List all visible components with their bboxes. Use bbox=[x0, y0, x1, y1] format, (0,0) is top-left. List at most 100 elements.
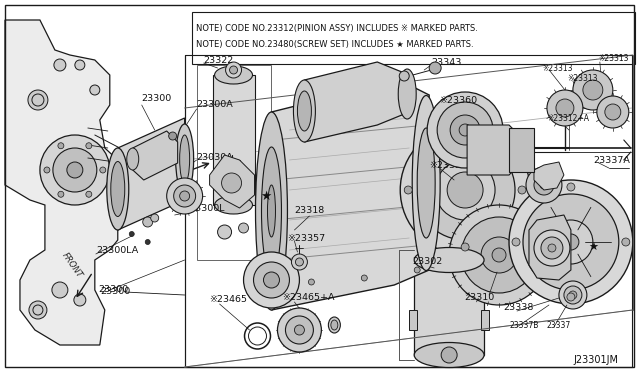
Ellipse shape bbox=[255, 112, 287, 310]
Circle shape bbox=[404, 186, 412, 194]
Circle shape bbox=[40, 135, 110, 205]
Circle shape bbox=[441, 347, 457, 363]
Text: ※23354: ※23354 bbox=[429, 160, 467, 170]
Circle shape bbox=[264, 272, 280, 288]
Circle shape bbox=[549, 220, 593, 264]
Circle shape bbox=[481, 237, 517, 273]
Polygon shape bbox=[529, 215, 571, 280]
Circle shape bbox=[435, 160, 495, 220]
Ellipse shape bbox=[107, 148, 129, 230]
Circle shape bbox=[75, 60, 85, 70]
Circle shape bbox=[32, 94, 44, 106]
Circle shape bbox=[90, 85, 100, 95]
Circle shape bbox=[294, 325, 305, 335]
Circle shape bbox=[534, 175, 554, 195]
Circle shape bbox=[492, 248, 506, 262]
Circle shape bbox=[414, 267, 420, 273]
Text: 23343: 23343 bbox=[431, 58, 461, 67]
Circle shape bbox=[597, 96, 628, 128]
Circle shape bbox=[622, 238, 630, 246]
Text: FRONT: FRONT bbox=[60, 251, 84, 280]
Circle shape bbox=[399, 71, 409, 81]
Text: ※23313: ※23313 bbox=[598, 54, 628, 62]
Text: ※23357: ※23357 bbox=[287, 234, 326, 243]
Circle shape bbox=[221, 173, 241, 193]
Polygon shape bbox=[414, 260, 484, 355]
Circle shape bbox=[143, 217, 153, 227]
Circle shape bbox=[58, 191, 64, 197]
Text: 23300: 23300 bbox=[141, 93, 172, 103]
Ellipse shape bbox=[414, 343, 484, 368]
Text: ※23313: ※23313 bbox=[567, 74, 597, 83]
Circle shape bbox=[285, 316, 314, 344]
Circle shape bbox=[605, 104, 621, 120]
Ellipse shape bbox=[412, 96, 440, 270]
Circle shape bbox=[145, 240, 150, 244]
Text: ※23313: ※23313 bbox=[542, 64, 572, 73]
Text: 23300A: 23300A bbox=[196, 99, 234, 109]
Ellipse shape bbox=[268, 185, 275, 237]
Polygon shape bbox=[271, 80, 429, 310]
Circle shape bbox=[569, 291, 577, 299]
Circle shape bbox=[356, 85, 362, 91]
Circle shape bbox=[173, 185, 196, 207]
Circle shape bbox=[166, 178, 203, 214]
Circle shape bbox=[52, 282, 68, 298]
Circle shape bbox=[541, 237, 563, 259]
Circle shape bbox=[556, 99, 574, 117]
Text: 23337A: 23337A bbox=[593, 155, 630, 164]
Ellipse shape bbox=[398, 69, 416, 119]
Circle shape bbox=[230, 66, 237, 74]
Circle shape bbox=[67, 162, 83, 178]
Bar bbox=[212, 75, 255, 205]
Circle shape bbox=[559, 281, 587, 309]
Circle shape bbox=[218, 225, 232, 239]
Polygon shape bbox=[467, 125, 514, 175]
Bar bbox=[196, 65, 271, 260]
Circle shape bbox=[29, 301, 47, 319]
Text: ★: ★ bbox=[588, 243, 598, 253]
Polygon shape bbox=[209, 155, 255, 208]
Circle shape bbox=[44, 167, 50, 173]
Circle shape bbox=[406, 85, 412, 91]
Text: 23302: 23302 bbox=[412, 257, 442, 266]
Circle shape bbox=[523, 194, 619, 290]
Circle shape bbox=[547, 90, 583, 126]
Bar bbox=[481, 310, 489, 330]
Circle shape bbox=[33, 305, 43, 315]
Circle shape bbox=[540, 181, 548, 189]
Ellipse shape bbox=[417, 128, 435, 238]
Circle shape bbox=[459, 124, 471, 136]
Circle shape bbox=[461, 217, 537, 293]
Ellipse shape bbox=[214, 66, 253, 84]
Text: 23322: 23322 bbox=[204, 55, 234, 64]
Circle shape bbox=[564, 286, 582, 304]
Bar bbox=[409, 310, 417, 330]
Bar bbox=[509, 128, 534, 172]
Circle shape bbox=[449, 205, 549, 305]
Bar bbox=[191, 12, 635, 64]
Circle shape bbox=[169, 132, 177, 140]
Circle shape bbox=[583, 80, 603, 100]
Circle shape bbox=[548, 244, 556, 252]
Ellipse shape bbox=[298, 91, 312, 131]
Text: ※23312+A: ※23312+A bbox=[547, 113, 589, 122]
Circle shape bbox=[509, 180, 633, 304]
Circle shape bbox=[362, 275, 367, 281]
Ellipse shape bbox=[127, 148, 139, 170]
Text: 23337B: 23337B bbox=[509, 321, 538, 330]
Circle shape bbox=[567, 183, 575, 191]
Circle shape bbox=[400, 125, 530, 255]
Circle shape bbox=[461, 243, 469, 251]
Circle shape bbox=[415, 140, 515, 240]
Circle shape bbox=[225, 62, 241, 78]
Text: 23310: 23310 bbox=[464, 294, 494, 302]
Text: ※23465: ※23465 bbox=[209, 295, 248, 305]
Circle shape bbox=[518, 186, 526, 194]
Text: 23300: 23300 bbox=[98, 285, 128, 295]
Circle shape bbox=[308, 279, 314, 285]
Circle shape bbox=[526, 167, 562, 203]
Text: 23318: 23318 bbox=[294, 205, 324, 215]
Circle shape bbox=[512, 238, 520, 246]
Polygon shape bbox=[534, 162, 564, 190]
